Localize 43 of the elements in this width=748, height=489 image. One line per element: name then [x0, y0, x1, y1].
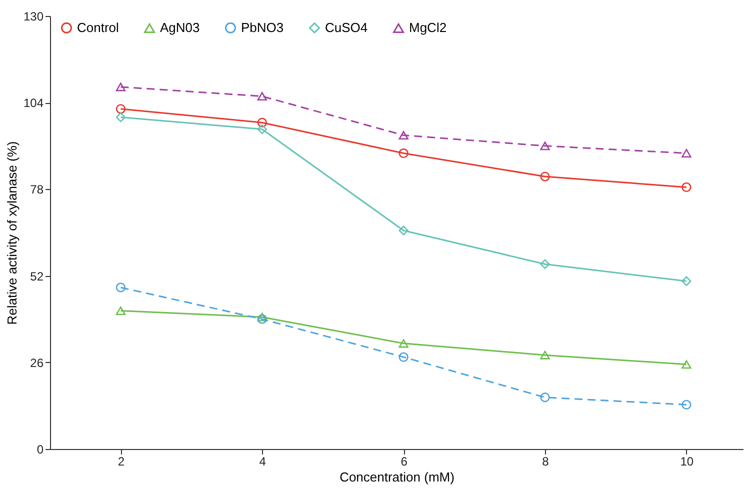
point	[540, 172, 550, 182]
point	[540, 142, 550, 150]
point	[682, 360, 692, 369]
point	[257, 92, 267, 101]
point	[682, 182, 692, 192]
y-tick-label: 78	[30, 182, 44, 197]
x-tick-label: 2	[118, 454, 125, 468]
legend-label: AgN03	[160, 20, 200, 36]
point	[116, 104, 126, 114]
y-tick-label: 0	[36, 442, 44, 456]
legend-label: PbNO3	[241, 20, 284, 35]
x-tick-label: 10	[680, 454, 694, 468]
y-axis-title: Relative activity of xylanase (%)	[4, 141, 20, 325]
point	[682, 148, 692, 158]
point	[398, 352, 408, 362]
point	[540, 350, 550, 360]
y-tick-label: 104	[23, 96, 44, 110]
point	[257, 314, 267, 324]
point	[540, 259, 550, 269]
point	[116, 306, 126, 316]
legend-label: Control	[77, 20, 120, 35]
point	[257, 118, 267, 128]
point	[398, 148, 408, 158]
x-tick-label: 4	[259, 454, 266, 468]
point	[682, 400, 692, 410]
point	[398, 226, 408, 236]
point	[540, 392, 550, 402]
point	[257, 312, 267, 322]
point	[398, 339, 408, 348]
y-tick-label: 26	[30, 356, 44, 370]
y-tick-label: 52	[30, 269, 44, 284]
y-tick-label: 130	[23, 10, 44, 24]
point	[682, 276, 692, 286]
legend-label: MgCl2	[409, 20, 447, 36]
x-tick-label: 6	[400, 454, 408, 468]
point	[257, 124, 267, 134]
point	[116, 82, 126, 92]
x-axis-title: Concentration (mM)	[340, 470, 454, 484]
point	[398, 130, 408, 140]
legend-label: CuSO4	[325, 20, 368, 35]
point	[116, 282, 126, 292]
point	[116, 112, 126, 122]
x-tick-label: 8	[542, 454, 550, 468]
